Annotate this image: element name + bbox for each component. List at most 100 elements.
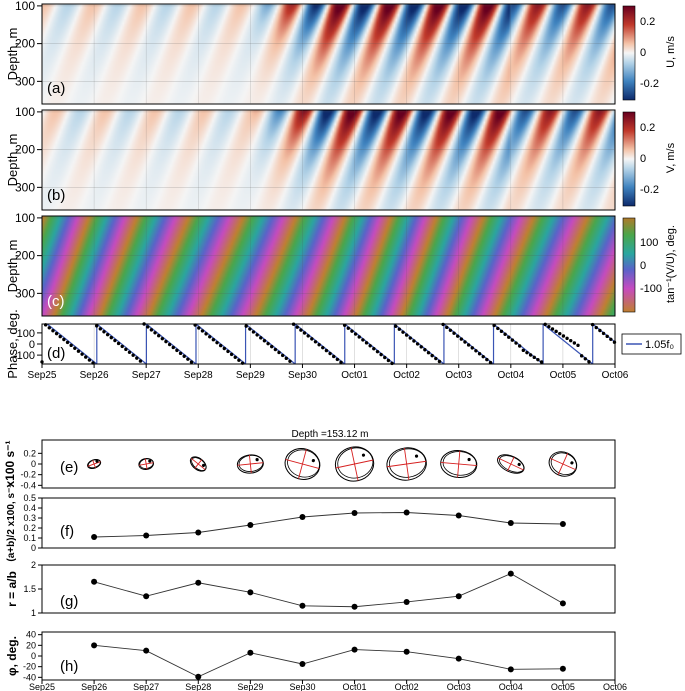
phase-point-73 [306,334,310,338]
panel-g-point-1 [143,593,150,600]
phase-point-139 [547,324,551,329]
panel-a: 100 200 300 (a) Depth, m 0.2 0 -0.2 U, m/s [5,0,677,105]
phase-point-134 [528,353,533,357]
phase-point-148 [579,354,584,358]
panel-e-ylabel: x100 s⁻¹ [3,440,17,487]
ellipse-minor-axis-2 [194,459,203,469]
phase-point-18 [105,332,110,337]
ellipse-marker-8 [517,462,521,467]
phase-point-87 [357,335,361,339]
panel-f-ytick-label-5: 0 [31,543,36,553]
phase-point-103 [415,342,420,346]
phase-point-128 [507,335,511,339]
panel-h-xtick-label-8: Oct03 [447,682,471,691]
panel-c-ytick-label-2: 300 [15,286,35,300]
panel-e-ytick-label-0: 0.2 [23,448,36,458]
panel-h-xtick-label-7: Oct02 [395,682,419,691]
phase-point-37 [175,348,179,353]
phase-point-10 [76,349,81,353]
phase-point-144 [565,336,569,341]
phase-point-120 [477,352,482,356]
phase-point-102 [412,339,416,343]
panel-f-ytick-label-4: 0.1 [23,533,36,543]
panel-b-label: (b) [47,187,65,204]
phase-point-71 [299,328,303,332]
ellipse-marker-5 [361,453,366,457]
phase-point-44 [200,329,205,333]
panel-h-label: (h) [60,658,78,675]
panel-h-xtick-label-1: Sep26 [81,682,107,691]
panel-e-label: (e) [60,459,78,476]
panel-f-series-line [94,512,563,538]
phase-point-107 [430,353,434,358]
phase-point-41 [189,360,194,364]
legend-d: 1.05f₀ [621,333,682,355]
panel-e-title: Depth =153.12 m [292,429,369,440]
phase-point-65 [277,350,281,355]
panel-h-xtick-label-9: Oct04 [499,682,523,691]
phase-point-67 [284,356,289,361]
phase-point-21 [116,341,121,346]
phase-point-85 [350,329,354,333]
panel-g-point-9 [559,600,566,607]
panel-e-ytick-label-1: 0 [31,459,36,469]
phase-point-72 [302,331,307,335]
panel-f-point-2 [195,529,202,536]
phase-point-94 [383,355,387,360]
phase-point-154 [601,331,606,336]
panel-g-ylabel: r = a/b [5,571,19,607]
colorbar-v-tick-2: 0 [640,153,646,165]
panel-d-ytick-label-2: -100 [13,350,35,362]
phase-point-156 [609,337,613,341]
panel-f-ytick-label-1: 0.4 [23,503,36,513]
panel-h-point-6 [403,648,410,655]
panel-h-xtick-label-2: Sep27 [133,682,159,691]
phase-point-35 [167,342,172,347]
phase-point-22 [120,344,124,349]
phase-point-117 [466,343,471,347]
colorbar-v-tick-1: 0.2 [640,122,655,134]
panel-c-ylabel: Depth, m [5,240,20,293]
panel-h-xtick-label-10: Oct05 [551,682,575,691]
ellipse-trace-4 [287,449,320,478]
phase-point-124 [492,323,496,328]
phase-point-106 [426,350,431,355]
phase-point-68 [288,359,292,363]
phase-point-129 [510,338,515,342]
phase-point-135 [532,355,536,360]
panel-h-ylabel: φ, deg. [5,636,19,676]
panel-f-label: (f) [60,523,74,540]
colorbar-v [622,111,636,207]
panel-f-point-9 [559,521,566,527]
phase-point-40 [186,357,190,361]
phase-point-127 [503,332,507,336]
phase-point-98 [397,327,402,331]
phase-point-97 [393,324,398,329]
panel-f-point-8 [507,520,514,526]
colorbar-u [622,5,636,101]
colorbar-phase-label: tan⁻¹(V/U), deg. [665,225,677,303]
ellipse-trace-7 [442,451,477,476]
phase-point-157 [612,340,617,344]
colorbar-phase-tick-2: 0 [640,260,646,272]
panel-g-point-0 [91,578,98,585]
panel-c-ytick-label-1: 200 [15,249,35,263]
phase-point-93 [379,352,383,357]
panel-d-xtick-label-1: Sep26 [80,370,109,381]
phase-point-116 [463,340,467,344]
panel-f-point-6 [403,509,410,516]
phase-point-46 [208,335,212,339]
phase-point-48 [215,340,219,345]
colorbar-v-label: V, m/s [665,142,677,173]
panel-h-point-8 [507,666,514,673]
panel-g: 2 1.5 1 (g) r = a/b [5,560,616,618]
panel-f-ytick-label-2: 0.3 [23,513,36,523]
ellipse-marker-6 [414,454,419,458]
panel-d-xtick-label-3: Sep28 [184,370,213,381]
ellipse-trace-3 [238,455,264,472]
phase-point-53 [233,355,237,359]
phase-point-61 [262,339,267,343]
phase-point-76 [317,343,321,347]
panel-c: 100 200 300 (c) Depth, m 100 0 -100 tan⁻¹(… [5,211,677,317]
ellipse-marker-0 [95,459,99,463]
